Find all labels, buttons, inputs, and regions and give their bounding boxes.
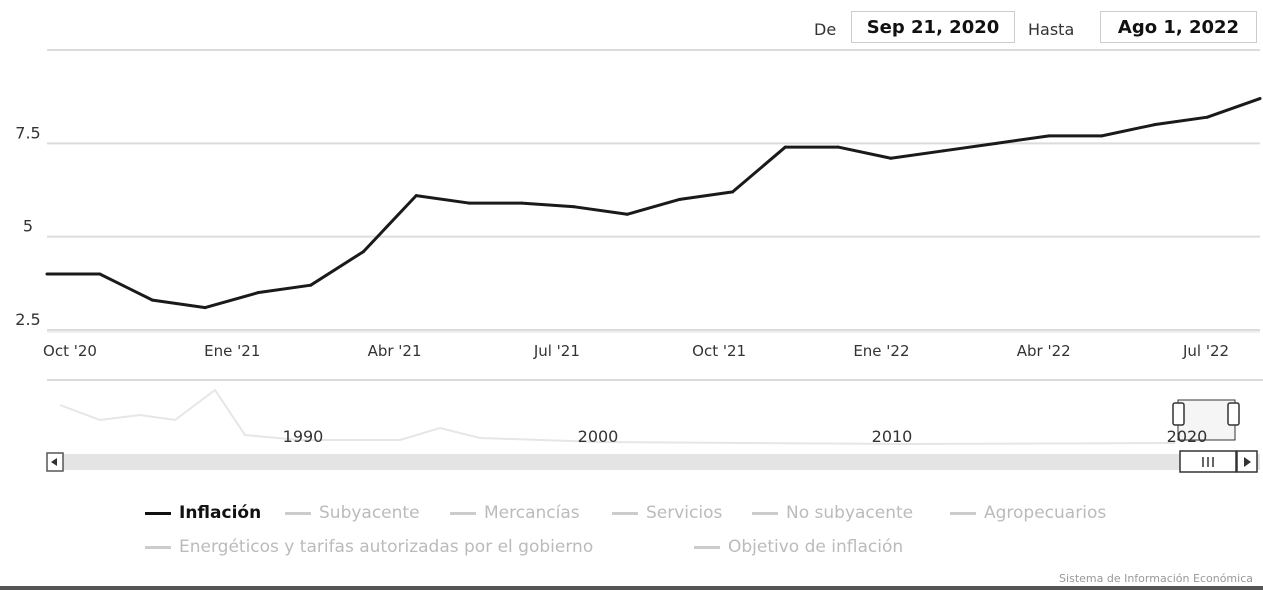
series-layer bbox=[45, 97, 1262, 310]
legend-item[interactable]: Servicios bbox=[612, 503, 722, 523]
credits[interactable]: Sistema de Información Económica bbox=[1059, 572, 1253, 585]
legend-item[interactable]: Mercancías bbox=[450, 503, 580, 523]
x-tick-label: Jul '22 bbox=[1182, 342, 1229, 360]
y-axis-ticks: 2.5 5 7.5 bbox=[15, 123, 40, 329]
gridlines bbox=[47, 49, 1260, 331]
legend-swatch-icon bbox=[145, 511, 171, 515]
data-point bbox=[1100, 134, 1104, 138]
x-tick-label: Oct '21 bbox=[692, 342, 746, 360]
legend-label: Subyacente bbox=[319, 503, 420, 523]
data-point bbox=[45, 272, 49, 276]
navigator-year-label: 2010 bbox=[872, 427, 913, 446]
legend-swatch-icon bbox=[752, 511, 778, 515]
data-point bbox=[783, 145, 787, 149]
legend-item[interactable]: Objetivo de inflación bbox=[694, 537, 903, 557]
navigator-handle-right[interactable] bbox=[1227, 402, 1240, 426]
legend-swatch-icon bbox=[450, 511, 476, 515]
data-point bbox=[467, 201, 471, 205]
legend-item[interactable]: Subyacente bbox=[285, 503, 420, 523]
chevron-right-icon bbox=[1244, 457, 1251, 467]
x-tick-label: Abr '22 bbox=[1017, 342, 1071, 360]
chevron-left-icon bbox=[51, 458, 57, 466]
data-point bbox=[1205, 115, 1209, 119]
legend-label: Mercancías bbox=[484, 503, 580, 523]
data-point bbox=[256, 291, 260, 295]
navigator[interactable]: 1990 2000 2010 2020 bbox=[46, 379, 1263, 473]
data-point bbox=[309, 283, 313, 287]
legend-label: No subyacente bbox=[786, 503, 914, 523]
y-tick-label: 2.5 bbox=[15, 310, 40, 329]
data-point bbox=[942, 149, 946, 153]
data-point bbox=[678, 197, 682, 201]
legend-label: Inflación bbox=[179, 503, 262, 523]
data-point bbox=[572, 205, 576, 209]
series-line-inflacion bbox=[47, 97, 1261, 310]
legend-item[interactable]: No subyacente bbox=[752, 503, 913, 523]
data-point bbox=[836, 145, 840, 149]
range-from-input[interactable]: Sep 21, 2020 bbox=[851, 11, 1015, 43]
data-point bbox=[1153, 123, 1157, 127]
navigator-year-label: 2000 bbox=[578, 427, 619, 446]
x-tick-label: Jul '21 bbox=[533, 342, 580, 360]
data-point bbox=[414, 194, 418, 198]
legend-swatch-icon bbox=[285, 511, 311, 515]
legend-label: Objetivo de inflación bbox=[728, 537, 904, 557]
x-tick-label: Ene '22 bbox=[853, 342, 909, 360]
x-tick-label: Abr '21 bbox=[368, 342, 422, 360]
navigator-year-label: 2020 bbox=[1167, 427, 1208, 446]
data-point bbox=[1047, 134, 1051, 138]
legend-swatch-icon bbox=[950, 511, 976, 515]
legend-swatch-icon bbox=[612, 511, 638, 515]
range-to-input[interactable]: Ago 1, 2022 bbox=[1100, 11, 1257, 43]
navigator-handle-left[interactable] bbox=[1172, 402, 1185, 426]
legend-item[interactable]: Energéticos y tarifas autorizadas por el… bbox=[145, 537, 593, 557]
range-from-label: De bbox=[814, 20, 837, 39]
legend-label: Servicios bbox=[646, 503, 723, 523]
legend-label: Agropecuarios bbox=[984, 503, 1107, 523]
data-point bbox=[994, 141, 998, 145]
data-point bbox=[203, 306, 207, 310]
data-point bbox=[520, 201, 524, 205]
y-tick-label: 5 bbox=[23, 217, 33, 236]
data-point bbox=[625, 212, 629, 216]
y-tick-label: 7.5 bbox=[15, 123, 40, 142]
legend-swatch-icon bbox=[145, 545, 171, 549]
navigator-selection[interactable] bbox=[1177, 399, 1236, 441]
data-point bbox=[731, 190, 735, 194]
legend-item[interactable]: Agropecuarios bbox=[950, 503, 1106, 523]
x-tick-label: Ene '21 bbox=[204, 342, 260, 360]
legend-swatch-icon bbox=[694, 545, 720, 549]
data-point bbox=[98, 272, 102, 276]
data-point bbox=[150, 298, 154, 302]
range-to-label: Hasta bbox=[1028, 20, 1075, 39]
navigator-year-label: 1990 bbox=[283, 427, 324, 446]
x-axis-ticks: Oct '20 Ene '21 Abr '21 Jul '21 Oct '21 Ene '… bbox=[43, 331, 1260, 360]
data-point bbox=[361, 250, 365, 254]
x-tick-label: Oct '20 bbox=[43, 342, 97, 360]
data-point bbox=[889, 156, 893, 160]
data-point bbox=[1258, 97, 1262, 101]
legend-item[interactable]: Inflación bbox=[145, 503, 261, 523]
bottom-divider bbox=[0, 586, 1263, 590]
navigator-series bbox=[59, 388, 1176, 446]
legend-label: Energéticos y tarifas autorizadas por el… bbox=[179, 537, 594, 557]
